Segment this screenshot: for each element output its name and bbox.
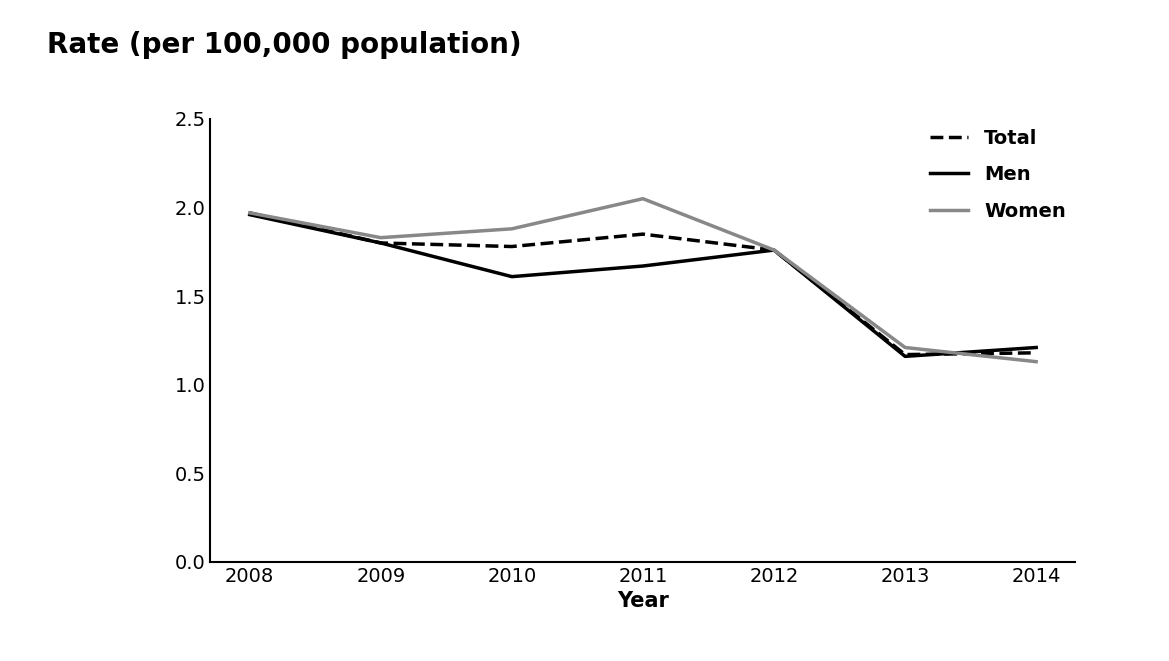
Total bbox=[374, 239, 388, 247]
Women bbox=[374, 234, 388, 242]
Women bbox=[1029, 358, 1043, 366]
Text: Rate (per 100,000 population): Rate (per 100,000 population) bbox=[47, 32, 521, 59]
Total bbox=[505, 243, 519, 251]
Total bbox=[767, 246, 781, 254]
Total bbox=[636, 230, 650, 238]
Men bbox=[1029, 344, 1043, 352]
Line: Total: Total bbox=[250, 213, 1036, 354]
X-axis label: Year: Year bbox=[617, 592, 669, 611]
Men bbox=[505, 273, 519, 281]
Legend: Total, Men, Women: Total, Men, Women bbox=[929, 129, 1066, 221]
Line: Men: Men bbox=[250, 215, 1036, 356]
Men bbox=[374, 239, 388, 247]
Men bbox=[898, 352, 912, 360]
Women bbox=[243, 209, 257, 217]
Women bbox=[636, 195, 650, 203]
Men bbox=[243, 211, 257, 219]
Women bbox=[767, 246, 781, 254]
Total bbox=[898, 350, 912, 358]
Total bbox=[243, 209, 257, 217]
Men bbox=[767, 246, 781, 254]
Line: Women: Women bbox=[250, 199, 1036, 362]
Total bbox=[1029, 349, 1043, 357]
Women bbox=[505, 225, 519, 233]
Men bbox=[636, 262, 650, 270]
Women bbox=[898, 344, 912, 352]
